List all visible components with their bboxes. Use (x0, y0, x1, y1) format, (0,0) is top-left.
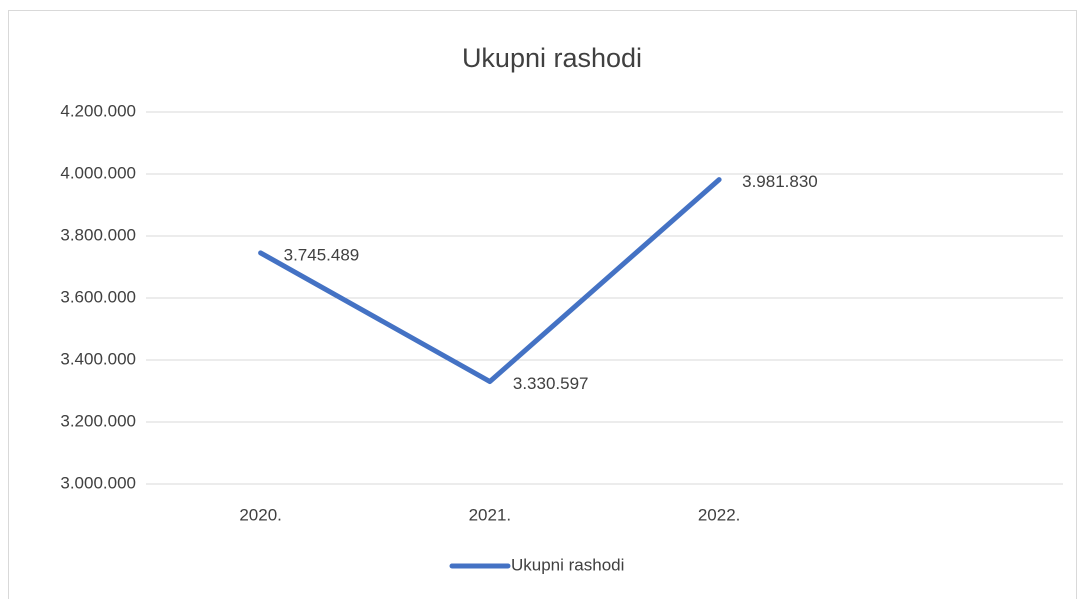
chart-title: Ukupni rashodi (462, 43, 642, 73)
x-tick-label: 2021. (469, 505, 512, 524)
x-tick-label: 2022. (698, 505, 741, 524)
series-line (258, 177, 722, 385)
data-label: 3.330.597 (513, 374, 589, 393)
data-label: 3.981.830 (742, 172, 818, 191)
y-tick-label: 4.200.000 (60, 101, 136, 120)
y-tick-label: 3.600.000 (60, 287, 136, 306)
legend-label: Ukupni rashodi (511, 555, 624, 574)
y-tick-label: 3.000.000 (60, 473, 136, 492)
y-tick-label: 4.000.000 (60, 163, 136, 182)
chart-frame (8, 10, 1077, 599)
y-tick-label: 3.400.000 (60, 349, 136, 368)
y-tick-label: 3.200.000 (60, 411, 136, 430)
x-tick-label: 2020. (239, 505, 282, 524)
data-label: 3.745.489 (284, 245, 360, 264)
y-tick-label: 3.800.000 (60, 225, 136, 244)
